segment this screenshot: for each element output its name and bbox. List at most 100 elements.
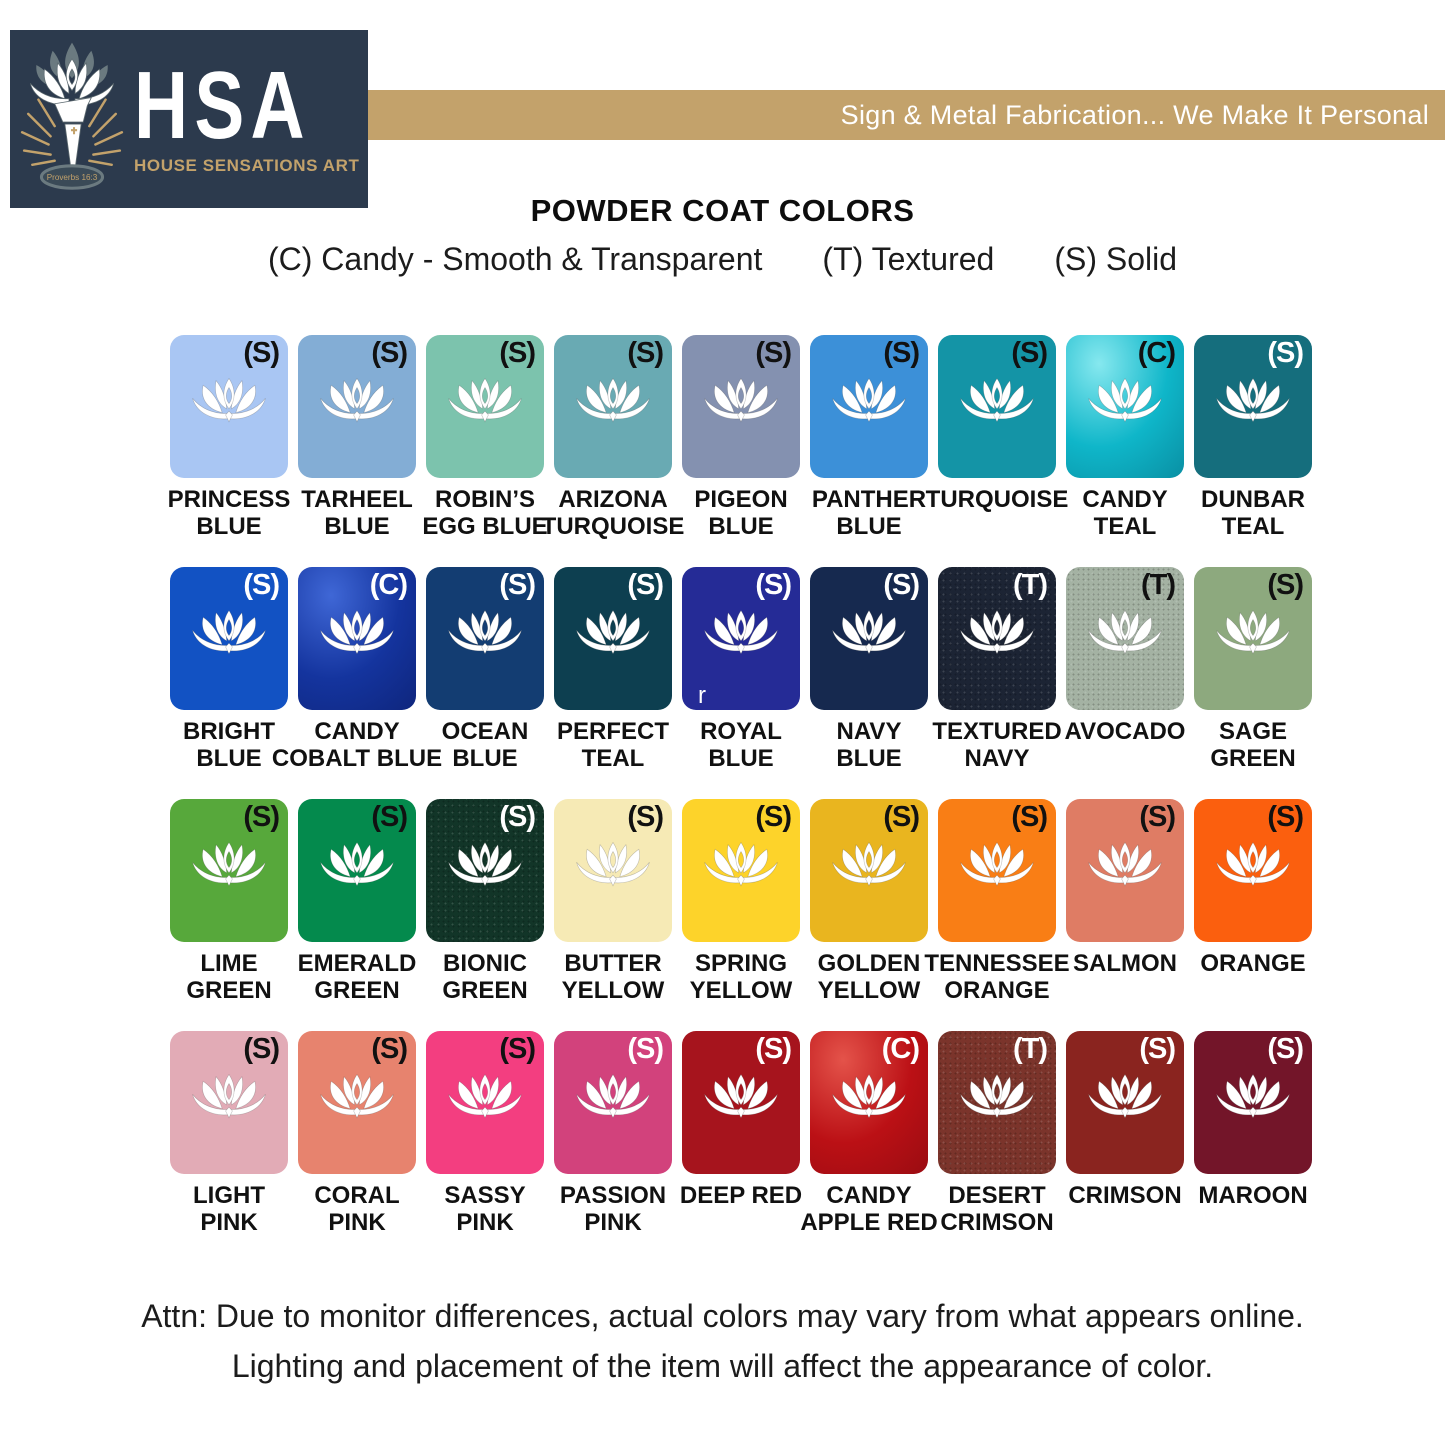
color-swatch: (S): [682, 335, 800, 478]
color-swatch: (S): [298, 799, 416, 942]
swatch-cell: (S) CRIMSON: [1066, 1031, 1184, 1263]
legend-solid: (S) Solid: [1054, 241, 1178, 277]
finish-code: (S): [243, 569, 280, 601]
color-name: ROBIN’S EGG BLUE: [422, 486, 548, 540]
swatch-cell: (S) TENNESSEE ORANGE: [924, 799, 1070, 1031]
lotus-icon: [1088, 1073, 1162, 1119]
swatch-cell: (S) SASSY PINK: [426, 1031, 544, 1263]
finish-code: (S): [883, 569, 920, 601]
lotus-icon: [1216, 609, 1290, 655]
swatch-cell: (C) CANDY TEAL: [1066, 335, 1184, 567]
color-swatch: (S): [426, 567, 544, 710]
lotus-icon: [960, 609, 1034, 655]
color-swatch: (S): [426, 335, 544, 478]
finish-code: (C): [881, 1033, 920, 1065]
color-name: LIME GREEN: [186, 950, 272, 1004]
color-swatch: (T): [938, 1031, 1056, 1174]
lotus-icon: [448, 1073, 522, 1119]
finish-code: (S): [755, 569, 792, 601]
finish-code: (S): [499, 1033, 536, 1065]
logo-text: HSA HOUSE SENSATIONS ART: [134, 57, 361, 176]
color-swatch: (S): [298, 335, 416, 478]
swatch-cell: (S) ORANGE: [1194, 799, 1312, 1031]
lotus-icon: [576, 609, 650, 655]
lotus-icon: [192, 377, 266, 423]
lotus-icon: [960, 841, 1034, 887]
lotus-icon: [320, 377, 394, 423]
swatch-cell: (S) GOLDEN YELLOW: [810, 799, 928, 1031]
finish-code: (S): [371, 801, 408, 833]
finish-code: (S): [371, 1033, 408, 1065]
color-name: PERFECT TEAL: [556, 718, 669, 772]
finish-code: (S): [499, 569, 536, 601]
color-swatch: (S): [554, 567, 672, 710]
tagline-banner: Sign & Metal Fabrication... We Make It P…: [368, 90, 1445, 140]
swatch-cell: (S) EMERALD GREEN: [298, 799, 416, 1031]
swatch-cell: (S) SPRING YELLOW: [682, 799, 800, 1031]
finish-legend: (C) Candy - Smooth & Transparent (T) Tex…: [0, 241, 1445, 278]
legend-candy: (C) Candy - Smooth & Transparent: [267, 241, 763, 277]
color-swatch: (S): [810, 799, 928, 942]
lotus-icon: [1088, 609, 1162, 655]
swatch-cell: (S) TARHEEL BLUE: [298, 335, 416, 567]
lotus-icon: [576, 1073, 650, 1119]
finish-code: (C): [369, 569, 408, 601]
color-name: BUTTER YELLOW: [561, 950, 665, 1004]
color-swatch: (S): [170, 335, 288, 478]
swatch-cell: (S) DUNBAR TEAL: [1194, 335, 1312, 567]
swatch-cell: (S) r ROYAL BLUE: [682, 567, 800, 799]
color-swatch: (S): [170, 1031, 288, 1174]
page-title: POWDER COAT COLORS: [530, 193, 915, 228]
finish-code: (S): [627, 337, 664, 369]
lotus-icon: [832, 609, 906, 655]
finish-code: (S): [1267, 1033, 1304, 1065]
lotus-icon: [448, 841, 522, 887]
finish-code: (S): [499, 801, 536, 833]
color-name: EMERALD GREEN: [297, 950, 417, 1004]
color-swatch: (S): [554, 1031, 672, 1174]
color-swatch: (S): [938, 335, 1056, 478]
finish-code: (S): [883, 801, 920, 833]
color-swatch: (S): [426, 799, 544, 942]
finish-code: (S): [1139, 1033, 1176, 1065]
lotus-icon: [1088, 377, 1162, 423]
swatch-cell: (S) BIONIC GREEN: [426, 799, 544, 1031]
lotus-icon: [960, 1073, 1034, 1119]
finish-code: (S): [1267, 337, 1304, 369]
color-swatch: (S): [298, 1031, 416, 1174]
lotus-icon: [832, 377, 906, 423]
color-name: TARHEEL BLUE: [301, 486, 413, 540]
swatch-cell: (T) TEXTURED NAVY: [932, 567, 1062, 799]
swatch-cell: (S) PRINCESS BLUE: [168, 335, 290, 567]
color-name: LIGHT PINK: [193, 1182, 265, 1236]
color-name: BRIGHT BLUE: [183, 718, 275, 772]
color-name: SPRING YELLOW: [689, 950, 793, 1004]
finish-code: (S): [883, 337, 920, 369]
finish-code: (T): [1012, 569, 1048, 601]
lotus-icon: [1088, 841, 1162, 887]
hsa-logo: Proverbs 16:3 HSA HOUSE SENSATIONS ART: [10, 30, 368, 208]
color-swatch: (C): [298, 567, 416, 710]
swatch-cell: (S) DEEP RED: [680, 1031, 802, 1263]
finish-code: (S): [1011, 801, 1048, 833]
color-name: PIGEON BLUE: [694, 486, 788, 540]
finish-code: (S): [371, 337, 408, 369]
swatch-cell: (S) NAVY BLUE: [810, 567, 928, 799]
color-swatch: (S): [426, 1031, 544, 1174]
color-name: CRIMSON: [1068, 1182, 1182, 1209]
finish-code: (S): [1139, 801, 1176, 833]
color-swatch: (S): [1194, 799, 1312, 942]
lotus-icon: [448, 609, 522, 655]
lotus-icon: [320, 609, 394, 655]
color-name: MAROON: [1198, 1182, 1308, 1209]
color-swatch: (S): [682, 799, 800, 942]
color-name: CANDY COBALT BLUE: [271, 718, 443, 772]
color-swatch: (S): [1194, 1031, 1312, 1174]
finish-code: (S): [627, 569, 664, 601]
swatch-cell: (S) PERFECT TEAL: [554, 567, 672, 799]
color-swatch: (S): [170, 799, 288, 942]
lotus-icon: [192, 609, 266, 655]
color-name: GOLDEN YELLOW: [817, 950, 921, 1004]
color-swatch: (S): [938, 799, 1056, 942]
